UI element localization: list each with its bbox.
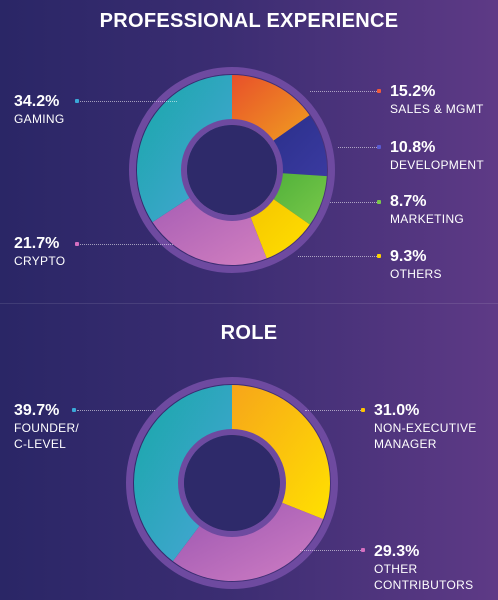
- label-other-contributors: 29.3% OTHER CONTRIBUTORS: [374, 543, 473, 593]
- label-gaming-name: GAMING: [14, 112, 65, 126]
- marker-marketing: [377, 200, 381, 204]
- marker-development: [377, 145, 381, 149]
- label-other-contributors-value: 29.3%: [374, 543, 420, 560]
- label-crypto: 21.7% CRYPTO: [14, 235, 65, 269]
- leader-line-sales-mgmt: [310, 91, 377, 92]
- leader-line-marketing: [330, 202, 377, 203]
- marker-gaming: [75, 99, 79, 103]
- label-non-executive-manager-name-line1: NON-EXECUTIVE: [374, 421, 477, 435]
- donut-slice-others: [248, 195, 310, 259]
- label-others: 9.3% OTHERS: [390, 248, 442, 282]
- label-founder-c-level: 39.7% FOUNDER/ C-LEVEL: [14, 402, 79, 452]
- label-founder-c-level-name-line1: FOUNDER/: [14, 421, 80, 435]
- label-founder-c-level-name-line2: C-LEVEL: [14, 437, 67, 451]
- label-sales-mgmt: 15.2% SALES & MGMT: [390, 83, 484, 117]
- label-founder-c-level-value: 39.7%: [14, 402, 60, 419]
- label-non-executive-manager-name-line2: MANAGER: [374, 437, 437, 451]
- donut-outer-ring: [126, 377, 338, 589]
- donut-slice-crypto: [152, 194, 267, 265]
- label-development-value: 10.8%: [390, 139, 436, 156]
- label-marketing-name: MARKETING: [390, 212, 465, 226]
- leader-line-non-executive-manager: [305, 410, 361, 411]
- label-non-executive-manager-value: 31.0%: [374, 402, 420, 419]
- label-crypto-name: CRYPTO: [14, 254, 66, 268]
- label-development: 10.8% DEVELOPMENT: [390, 139, 484, 173]
- label-sales-mgmt-value: 15.2%: [390, 83, 436, 100]
- label-others-value: 9.3%: [390, 248, 427, 265]
- leader-line-development: [338, 147, 377, 148]
- marker-others: [377, 254, 381, 258]
- label-non-executive-manager: 31.0% NON-EXECUTIVE MANAGER: [374, 402, 477, 452]
- leader-line-other-contributors: [300, 550, 361, 551]
- donut-slice-other-contributors: [172, 500, 324, 581]
- label-other-contributors-name-line1: OTHER: [374, 562, 418, 576]
- label-development-name: DEVELOPMENT: [390, 158, 484, 172]
- chart-title-role: ROLE: [220, 322, 278, 344]
- marker-non-executive-manager: [361, 408, 365, 412]
- leader-line-gaming: [80, 101, 177, 102]
- donut-hole: [187, 125, 277, 215]
- label-marketing-value: 8.7%: [390, 193, 427, 210]
- marker-crypto: [75, 242, 79, 246]
- marker-other-contributors: [361, 548, 365, 552]
- marker-founder-c-level: [72, 408, 76, 412]
- label-others-name: OTHERS: [390, 267, 442, 281]
- leader-line-founder-c-level: [77, 410, 155, 411]
- label-gaming-value: 34.2%: [14, 93, 60, 110]
- donut-slice-non-executive-manager: [232, 385, 331, 520]
- donut-slice-development: [268, 115, 327, 177]
- donut-outer-ring: [129, 67, 335, 273]
- donut-slice-gaming: [137, 75, 232, 223]
- label-marketing: 8.7% MARKETING: [390, 193, 464, 227]
- section-divider: [0, 303, 498, 304]
- donut-inner-ring: [181, 119, 283, 221]
- donut-slice-marketing: [268, 172, 327, 225]
- donut-hole: [184, 435, 280, 531]
- label-other-contributors-name-line2: CONTRIBUTORS: [374, 578, 474, 592]
- label-sales-mgmt-name: SALES & MGMT: [390, 102, 484, 116]
- leader-line-others: [298, 256, 377, 257]
- label-gaming: 34.2% GAMING: [14, 93, 64, 127]
- donut-inner-ring: [178, 429, 286, 537]
- label-crypto-value: 21.7%: [14, 235, 60, 252]
- chart-title-professional-experience: PROFESSIONAL EXPERIENCE: [99, 10, 399, 32]
- leader-line-crypto: [80, 244, 173, 245]
- marker-sales-mgmt: [377, 89, 381, 93]
